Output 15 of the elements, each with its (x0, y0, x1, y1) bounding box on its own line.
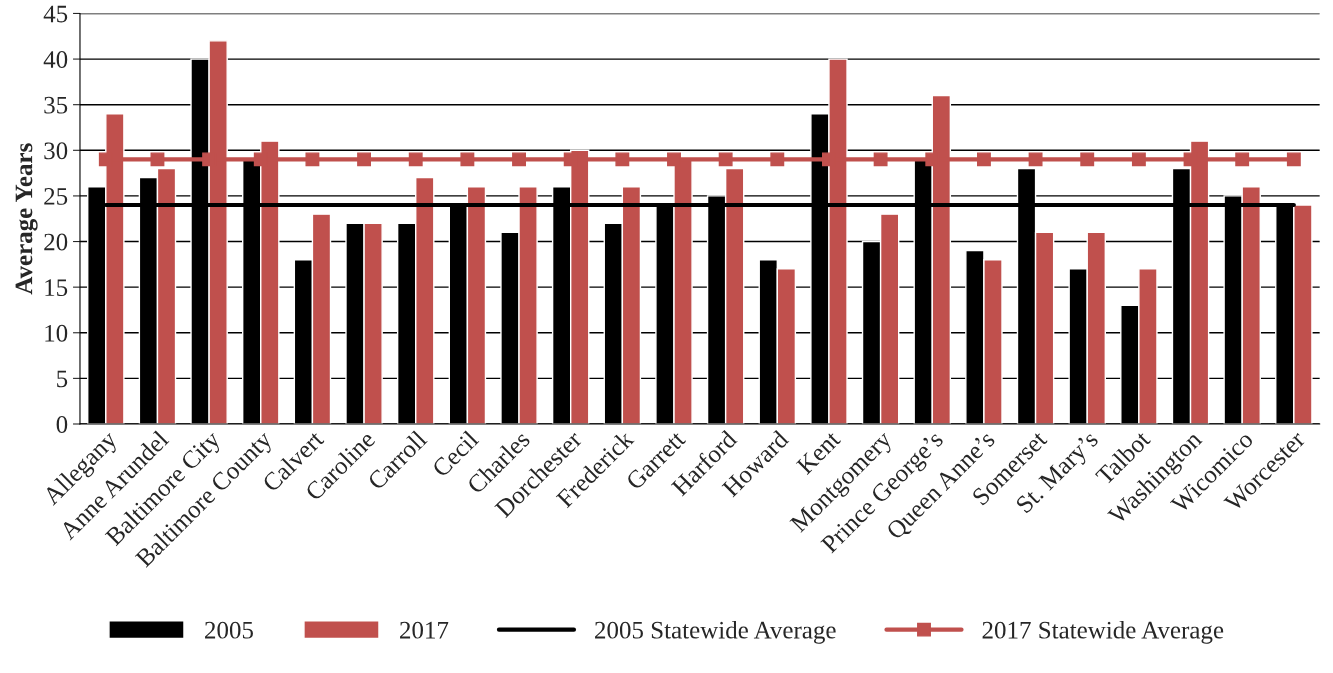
y-tick-label: 45 (43, 5, 68, 23)
y-tick-label: 5 (57, 370, 68, 388)
y-axis-title: Average Years (15, 143, 38, 295)
y-tick-label: 35 (44, 96, 68, 114)
y-tick-label: 15 (45, 279, 68, 297)
y-tick-label: 30 (44, 142, 68, 160)
y-tick-label: 25 (44, 188, 68, 205)
y-tick-label: 40 (43, 51, 68, 68)
legend-label: 2005 Statewide Average (595, 621, 836, 644)
y-tick-label: 0 (56, 416, 68, 433)
y-tick-label: 20 (44, 233, 68, 251)
legend-label: 2017 (400, 621, 449, 639)
y-tick-label: 10 (45, 324, 68, 342)
legend-label: 2017 Statewide Average (982, 621, 1224, 644)
legend-label: 2005 (205, 621, 253, 639)
